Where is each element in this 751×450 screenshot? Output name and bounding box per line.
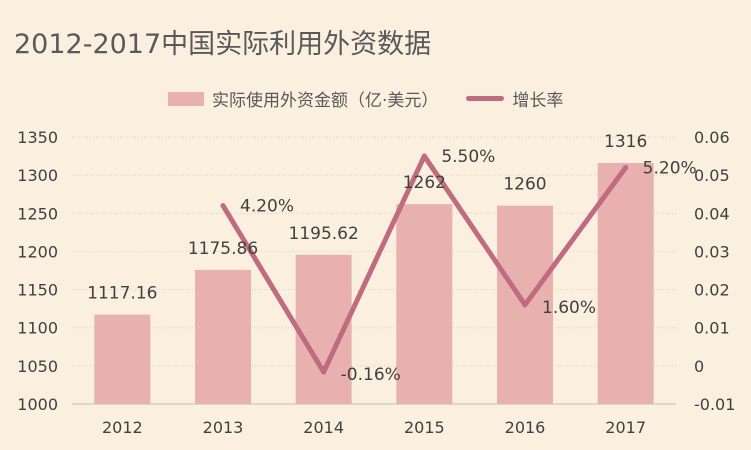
x-tick-label: 2015	[404, 418, 445, 437]
line-data-label: 5.20%	[643, 159, 697, 179]
y-left-tick-label: 1350	[17, 128, 58, 147]
y-right-tick-label: 0.06	[694, 128, 730, 147]
bar-data-label: 1117.16	[87, 284, 157, 304]
line-data-label: 4.20%	[240, 197, 294, 217]
bar-data-label: 1316	[604, 132, 647, 152]
line-point	[220, 203, 226, 209]
line-data-label: 5.50%	[441, 147, 495, 167]
line-data-label: -0.16%	[341, 365, 401, 385]
bar-data-label: 1262	[403, 173, 446, 193]
y-left-tick-label: 1200	[17, 242, 58, 261]
y-right-tick-label: 0	[694, 357, 704, 376]
y-left-tick-label: 1250	[17, 204, 58, 223]
x-tick-label: 2014	[303, 418, 344, 437]
legend-label-growth: 增长率	[512, 91, 564, 111]
bar-data-label: 1195.62	[289, 224, 359, 244]
chart-title: 2012-2017中国实际利用外资数据	[14, 29, 432, 60]
y-right-tick-label: 0.03	[694, 242, 730, 261]
bar	[195, 269, 251, 404]
legend-item-growth: 增长率	[466, 86, 563, 111]
line-point	[321, 369, 327, 375]
y-right-tick-label: -0.01	[694, 395, 735, 414]
legend-item-amount: 实际使用外资金额（亿·美元）	[168, 86, 438, 111]
x-tick-label: 2016	[505, 418, 546, 437]
y-left-tick-label: 1100	[17, 319, 58, 338]
line-point	[522, 302, 528, 308]
x-tick-label: 2017	[605, 418, 646, 437]
legend-swatch-line	[466, 96, 505, 101]
x-tick-label: 2012	[102, 418, 143, 437]
legend: 实际使用外资金额（亿·美元） 增长率	[168, 86, 591, 111]
legend-swatch-bar	[168, 91, 204, 106]
y-right-tick-label: 0.02	[694, 281, 730, 300]
line-point	[623, 165, 629, 171]
y-right-tick-label: 0.04	[694, 204, 730, 223]
y-right-tick-label: 0.05	[694, 166, 730, 185]
y-left-tick-label: 1300	[17, 166, 58, 185]
y-left-tick-label: 1050	[17, 357, 58, 376]
bar	[94, 314, 151, 404]
y-right-tick-label: 0.01	[694, 319, 730, 338]
legend-label-amount: 实际使用外资金额（亿·美元）	[212, 91, 439, 111]
line-data-label: 1.60%	[542, 298, 596, 318]
bar	[597, 162, 654, 404]
y-left-tick-label: 1150	[17, 281, 58, 300]
y-left-tick-label: 1000	[17, 395, 58, 414]
bar	[396, 204, 453, 404]
x-tick-label: 2013	[203, 418, 244, 437]
bar-data-label: 1260	[503, 175, 546, 195]
line-point	[421, 153, 427, 159]
bar-data-label: 1175.86	[188, 239, 258, 259]
